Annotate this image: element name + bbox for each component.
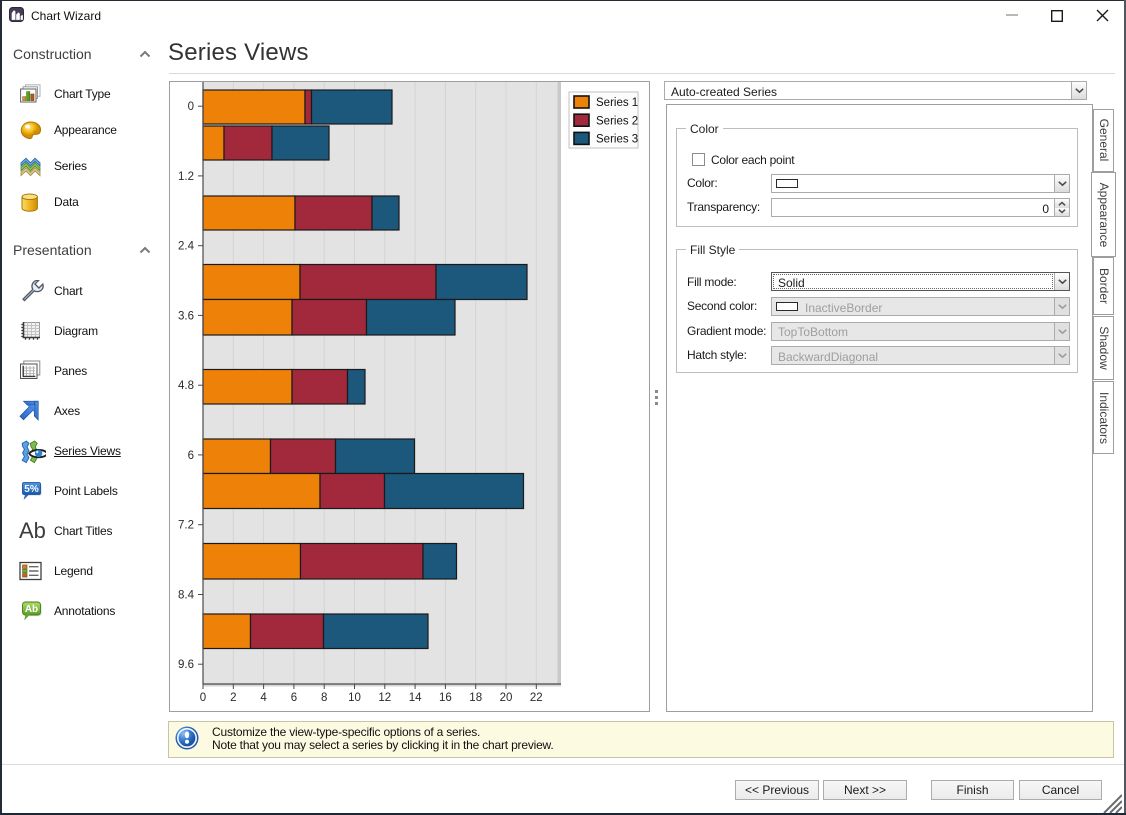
- svg-text:Series 3: Series 3: [596, 134, 638, 146]
- svg-text:22: 22: [530, 692, 543, 704]
- svg-text:3.6: 3.6: [178, 310, 194, 322]
- svg-text:12: 12: [378, 692, 391, 704]
- svg-text:16: 16: [439, 692, 452, 704]
- svg-text:9.6: 9.6: [178, 659, 194, 671]
- svg-text:2: 2: [230, 692, 236, 704]
- svg-text:2.4: 2.4: [178, 241, 195, 253]
- svg-text:8: 8: [321, 692, 327, 704]
- svg-text:20: 20: [500, 692, 513, 704]
- svg-text:8.4: 8.4: [178, 590, 195, 602]
- svg-text:6: 6: [291, 692, 297, 704]
- svg-text:4.8: 4.8: [178, 380, 194, 392]
- svg-text:18: 18: [469, 692, 482, 704]
- svg-text:5%: 5%: [24, 484, 39, 495]
- svg-text:14: 14: [409, 692, 422, 704]
- svg-text:4: 4: [260, 692, 267, 704]
- svg-text:Series 2: Series 2: [596, 115, 638, 127]
- svg-text:7.2: 7.2: [178, 520, 194, 532]
- svg-text:1.2: 1.2: [178, 171, 194, 183]
- svg-text:Ab: Ab: [19, 520, 46, 543]
- svg-text:Series 1: Series 1: [596, 97, 638, 109]
- svg-text:0: 0: [200, 692, 206, 704]
- svg-text:Ab: Ab: [25, 604, 38, 615]
- svg-text:10: 10: [348, 692, 361, 704]
- svg-text:6: 6: [188, 450, 194, 462]
- svg-text:0: 0: [188, 101, 194, 113]
